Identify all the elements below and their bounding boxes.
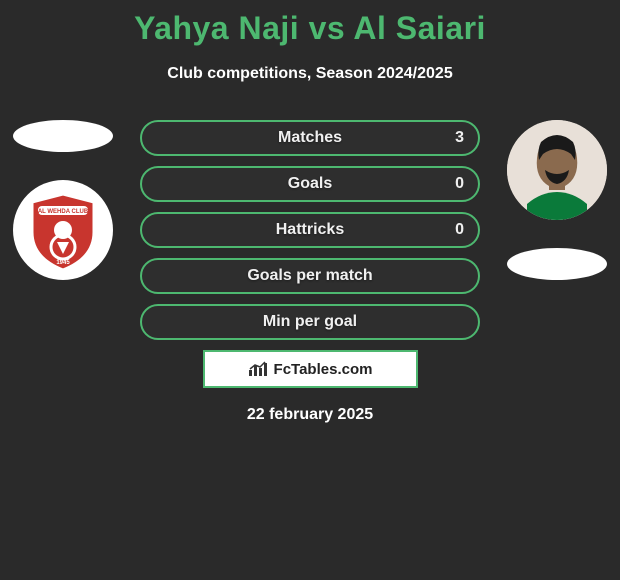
left-player-column: AL WEHDA CLUB 1945: [8, 120, 118, 280]
stat-right-value: 0: [455, 221, 464, 239]
bar-chart-icon: [248, 360, 270, 378]
right-player-column: [502, 120, 612, 280]
stat-label: Hattricks: [276, 221, 344, 239]
branding-box: FcTables.com: [203, 350, 418, 388]
stat-row-goals: Goals 0: [140, 166, 480, 202]
left-club-badge: AL WEHDA CLUB 1945: [13, 180, 113, 280]
stat-label: Goals per match: [247, 267, 372, 285]
stat-label: Min per goal: [263, 313, 357, 331]
stat-row-goals-per-match: Goals per match: [140, 258, 480, 294]
stat-row-hattricks: Hattricks 0: [140, 212, 480, 248]
svg-text:1945: 1945: [56, 260, 70, 266]
stat-row-min-per-goal: Min per goal: [140, 304, 480, 340]
avatar-icon: [507, 120, 607, 220]
brand-text: FcTables.com: [274, 361, 373, 378]
stat-label: Goals: [288, 175, 332, 193]
date-text: 22 february 2025: [140, 406, 480, 424]
shield-icon: AL WEHDA CLUB 1945: [28, 192, 98, 272]
right-player-avatar: [507, 120, 607, 220]
subtitle: Club competitions, Season 2024/2025: [0, 65, 620, 83]
left-player-blank-oval: [13, 120, 113, 152]
right-player-blank-oval: [507, 248, 607, 280]
stat-row-matches: Matches 3: [140, 120, 480, 156]
svg-text:AL WEHDA CLUB: AL WEHDA CLUB: [38, 209, 89, 215]
stat-label: Matches: [278, 129, 342, 147]
stats-block: Matches 3 Goals 0 Hattricks 0 Goals per …: [140, 120, 480, 424]
stat-right-value: 0: [455, 175, 464, 193]
stat-right-value: 3: [455, 129, 464, 147]
page-title: Yahya Naji vs Al Saiari: [0, 0, 620, 47]
